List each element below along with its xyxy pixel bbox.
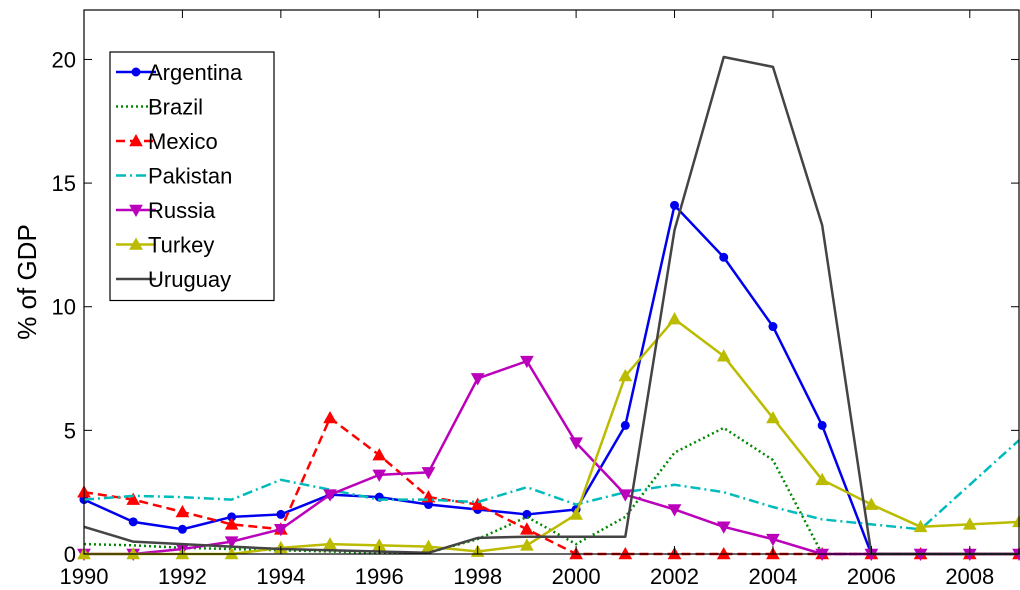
legend-item-turkey: Turkey (116, 233, 214, 258)
y-tick-label: 20 (52, 47, 76, 72)
series-line-uruguay (83, 55, 1019, 556)
series-argentina (79, 200, 1020, 559)
data-point-turkey (520, 538, 534, 551)
data-point-argentina (817, 420, 827, 430)
data-point-mexico (323, 410, 337, 424)
legend-marker-turkey (129, 237, 143, 250)
x-tick-label: 2006 (847, 564, 896, 589)
series-line-russia (84, 359, 1019, 556)
legend-label-argentina: Argentina (148, 60, 243, 85)
x-tick-label: 2008 (945, 564, 994, 589)
legend-item-brazil: Brazil (116, 95, 203, 120)
legend-label-uruguay: Uruguay (148, 267, 231, 292)
data-point-russia (667, 504, 682, 517)
data-point-mexico (470, 497, 485, 510)
x-axis: 1990 1992 1994 1996 1998 2000 2002 2004 2006 2008 (60, 10, 994, 589)
data-point-russia (716, 521, 731, 534)
data-point-russia (618, 489, 633, 502)
legend-label-russia: Russia (148, 198, 216, 223)
legend-label-mexico: Mexico (148, 129, 218, 154)
legend-label-turkey: Turkey (148, 233, 214, 258)
data-point-mexico (224, 517, 239, 530)
legend-item-pakistan: Pakistan (116, 164, 232, 189)
legend-marker-argentina (131, 67, 141, 77)
x-tick-label: 2004 (748, 564, 797, 589)
data-point-turkey (913, 519, 928, 533)
series-turkey (77, 312, 1020, 560)
data-point-argentina (276, 509, 286, 519)
series-line-pakistan (83, 439, 1020, 531)
data-point-mexico (175, 504, 190, 518)
legend-label-pakistan: Pakistan (148, 164, 232, 189)
data-point-argentina (670, 200, 680, 210)
legend-label-brazil: Brazil (148, 95, 203, 120)
data-point-russia (323, 489, 337, 502)
axes-frame (83, 9, 1020, 555)
legend-marker-mexico (129, 133, 143, 147)
data-point-argentina (620, 420, 630, 430)
y-axis: 0 5 10 15 20 (52, 47, 1019, 567)
data-point-argentina (522, 509, 532, 519)
data-point-argentina (128, 517, 138, 527)
data-point-turkey (766, 410, 780, 424)
data-point-argentina (177, 524, 187, 534)
x-tick-label: 1996 (355, 564, 404, 589)
data-point-turkey (667, 312, 682, 325)
data-point-turkey (618, 368, 633, 382)
data-point-russia (372, 469, 387, 482)
data-point-russia (273, 523, 288, 537)
y-axis-label: % of GDP (12, 224, 42, 340)
series-uruguay (83, 55, 1019, 556)
data-point-turkey (962, 517, 977, 530)
y-tick-label: 15 (52, 171, 76, 196)
x-tick-label: 2000 (552, 564, 601, 589)
data-point-turkey (815, 472, 830, 486)
x-tick-label: 1992 (158, 564, 207, 589)
legend-item-russia: Russia (116, 198, 216, 223)
data-point-mexico (126, 492, 141, 505)
legend-marker-russia (129, 204, 143, 218)
y-tick-label: 10 (52, 295, 76, 320)
data-point-russia (520, 355, 534, 369)
x-tick-label: 1990 (60, 564, 109, 589)
series-pakistan (83, 439, 1020, 531)
x-tick-label: 1998 (453, 564, 502, 589)
series-line-mexico (83, 416, 1019, 556)
data-point-russia (224, 536, 239, 549)
y-tick-label: 5 (64, 418, 76, 443)
legend-item-mexico: Mexico (116, 129, 218, 154)
data-point-turkey (864, 497, 879, 510)
data-point-turkey (421, 539, 436, 552)
x-tick-label: 2002 (650, 564, 699, 589)
series-brazil (83, 426, 1019, 556)
data-point-russia (766, 533, 780, 547)
series-line-argentina (83, 204, 1019, 556)
series-line-brazil (83, 426, 1019, 556)
data-point-turkey (323, 537, 337, 550)
data-point-mexico (520, 522, 534, 535)
data-point-russia (569, 437, 583, 450)
legend-item-uruguay: Uruguay (116, 267, 231, 292)
y-tick-label: 0 (64, 542, 76, 567)
data-point-mexico (372, 448, 387, 461)
data-point-turkey (716, 349, 731, 362)
data-point-argentina (719, 252, 729, 262)
data-point-russia (421, 467, 436, 480)
data-point-argentina (768, 322, 778, 332)
legend: Argentina Brazil Mexico Pakistan Russia Turke… (109, 51, 275, 302)
x-tick-label: 1994 (256, 564, 305, 589)
data-point-turkey (569, 507, 583, 520)
data-point-russia (470, 373, 485, 386)
legend-item-argentina: Argentina (116, 60, 243, 85)
